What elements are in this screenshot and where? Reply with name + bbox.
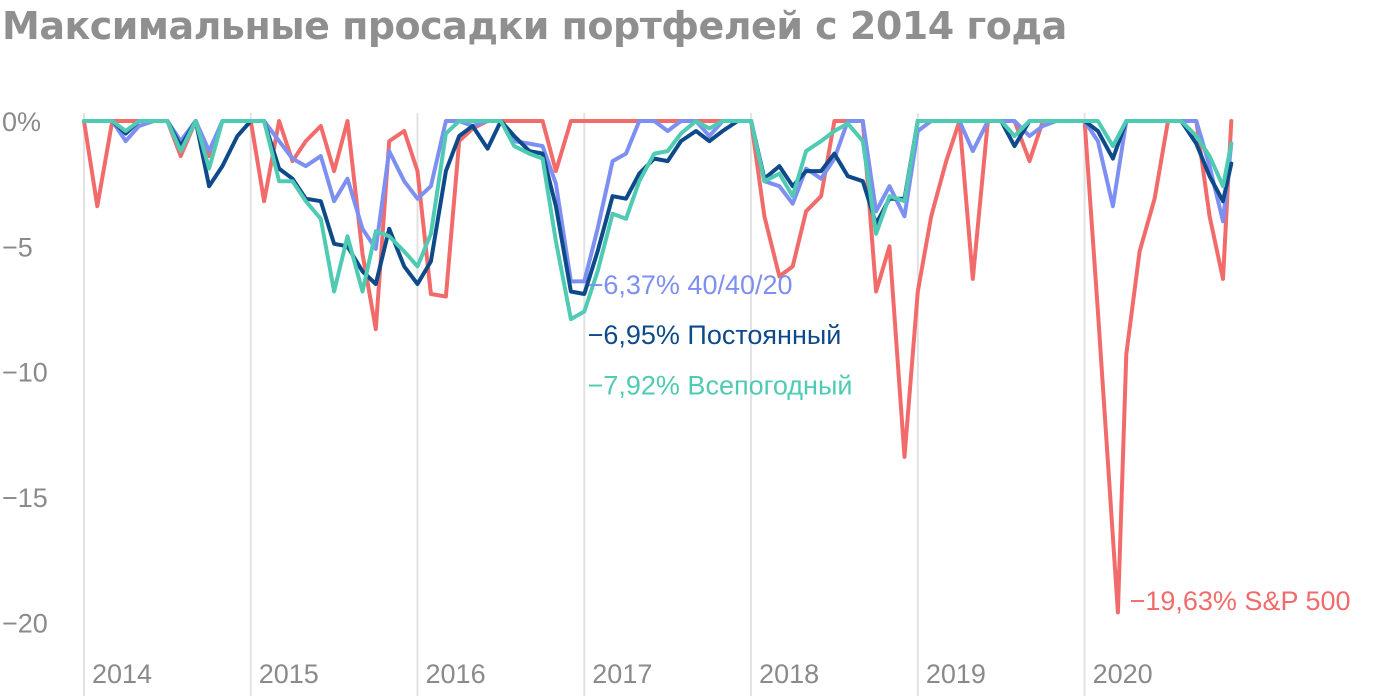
annotations: −6,37% 40/40/20 −6,95% Постоянный −7,92% В… xyxy=(588,270,1351,616)
chart-title: Максимальные просадки портфелей с 2014 г… xyxy=(2,4,1067,48)
series-line-1 xyxy=(82,119,1234,284)
x-tick-label: 2020 xyxy=(1093,659,1153,689)
y-tick-label: 0% xyxy=(2,107,41,137)
x-tick-label: 2017 xyxy=(592,659,652,689)
x-tick-label: 2014 xyxy=(92,659,152,689)
y-tick-label: −15 xyxy=(2,483,48,513)
series-line-3 xyxy=(82,119,1234,322)
y-tick-label: −20 xyxy=(2,608,48,638)
series-line-0 xyxy=(82,119,1234,615)
y-tick-label: −10 xyxy=(2,358,48,388)
annotation-label: −7,92% Всепогодный xyxy=(588,370,853,400)
y-tick-label: −5 xyxy=(2,232,33,262)
annotation-label: −19,63% S&P 500 xyxy=(1130,586,1351,616)
x-tick-label: 2018 xyxy=(759,659,819,689)
x-tick-label: 2019 xyxy=(926,659,986,689)
x-axis-ticks: 2014 2015 2016 2017 2018 2019 2020 xyxy=(92,659,1153,689)
grid-lines xyxy=(83,113,1086,696)
x-tick-label: 2015 xyxy=(259,659,319,689)
x-tick-label: 2016 xyxy=(426,659,486,689)
series-lines xyxy=(82,119,1234,615)
annotation-label: −6,95% Постоянный xyxy=(588,320,842,350)
y-axis-ticks: 0% −5 −10 −15 −20 xyxy=(2,107,48,638)
annotation-label: −6,37% 40/40/20 xyxy=(588,270,793,300)
